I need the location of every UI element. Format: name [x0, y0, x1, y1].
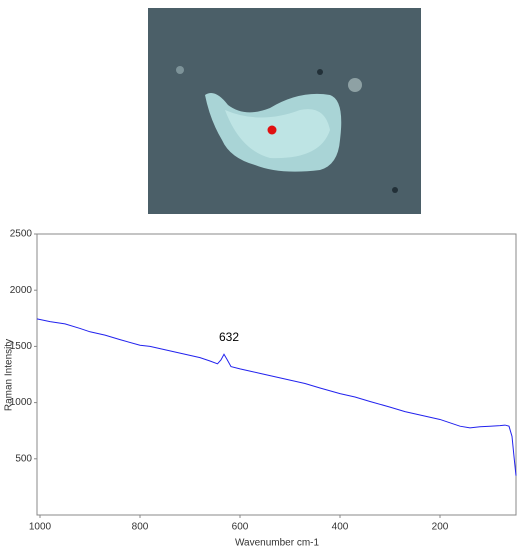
- plot-frame: [36, 233, 517, 516]
- x-tick-label: 200: [432, 522, 449, 533]
- peak-annotation: 632: [219, 330, 239, 344]
- speck: [392, 187, 398, 193]
- y-tick-label: 1000: [10, 397, 33, 408]
- micrograph: [148, 8, 421, 214]
- particle-highlight: [225, 109, 330, 159]
- x-axis-label: Wavenumber cm-1: [235, 538, 320, 549]
- speck: [317, 69, 323, 75]
- laser-spot: [267, 125, 277, 135]
- y-axis-label: Raman Intensity: [4, 339, 15, 411]
- speck: [348, 78, 362, 92]
- x-tick-label: 800: [132, 522, 149, 533]
- spectrum-line: [36, 318, 517, 476]
- y-tick-label: 500: [15, 453, 32, 464]
- y-tick-label: 2000: [10, 285, 33, 296]
- y-tick-label: 2500: [10, 229, 33, 240]
- x-tick-label: 600: [232, 522, 249, 533]
- speck: [176, 66, 184, 74]
- y-tick-label: 1500: [10, 341, 33, 352]
- x-tick-label: 1000: [29, 522, 52, 533]
- x-tick-label: 400: [332, 522, 349, 533]
